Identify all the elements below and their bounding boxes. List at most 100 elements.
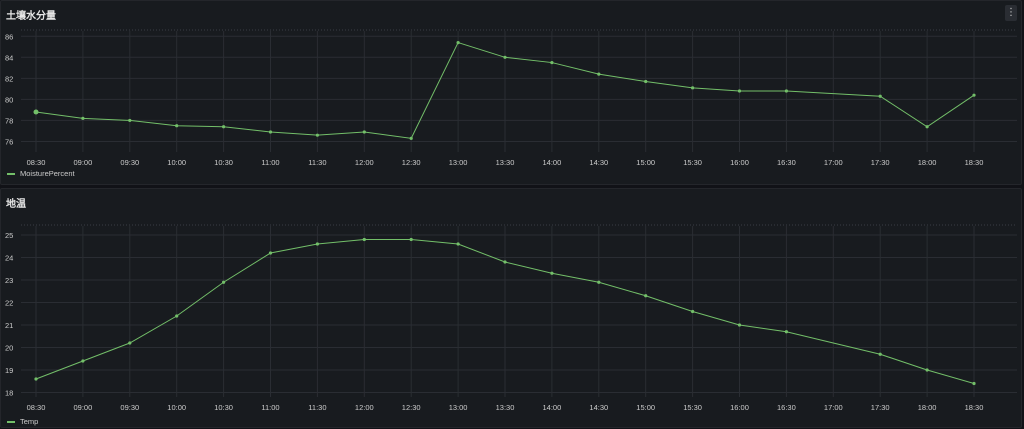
legend-swatch <box>7 172 15 175</box>
data-point[interactable] <box>128 118 132 123</box>
x-tick-label: 11:30 <box>308 158 326 167</box>
data-point[interactable] <box>362 130 366 134</box>
x-tick-label: 17:00 <box>824 403 843 412</box>
x-tick-label: 15:30 <box>683 403 702 412</box>
x-tick-label: 10:00 <box>167 403 186 412</box>
data-point[interactable] <box>972 93 976 97</box>
y-tick-label: 76 <box>5 137 13 146</box>
x-tick-label: 09:00 <box>74 403 93 412</box>
y-tick-label: 20 <box>5 344 13 353</box>
x-tick-label: 14:30 <box>589 158 608 167</box>
data-point[interactable] <box>925 125 929 129</box>
series-line <box>35 41 975 139</box>
data-point[interactable] <box>691 309 695 314</box>
data-point[interactable] <box>550 271 554 275</box>
x-tick-label: 12:00 <box>355 403 374 412</box>
x-tick-label: 13:30 <box>496 158 515 167</box>
data-point[interactable] <box>503 260 507 264</box>
panel-title: 土壤水分量 <box>6 11 56 22</box>
data-point[interactable] <box>550 60 554 65</box>
data-point[interactable] <box>597 72 601 76</box>
moisture-panel: 土壤水分量 ⋮ 76 78 80 82 84 86 08:30 09:00 09:30 10:00… <box>0 0 1022 185</box>
data-point[interactable] <box>737 89 742 93</box>
y-tick-label: 82 <box>5 74 13 83</box>
data-point[interactable] <box>972 381 976 386</box>
data-point[interactable] <box>503 55 507 59</box>
x-tick-label: 16:00 <box>730 403 749 412</box>
x-tick-label: 10:30 <box>214 403 233 412</box>
data-point[interactable] <box>925 368 929 372</box>
legend-label: MoisturePercent <box>20 169 75 178</box>
y-tick-label: 19 <box>5 366 13 375</box>
series-line <box>35 239 975 384</box>
x-tick-label: 14:00 <box>543 403 562 412</box>
x-tick-label: 16:00 <box>730 158 749 167</box>
y-tick-label: 21 <box>5 321 13 330</box>
legend-item-temp[interactable]: Temp <box>7 417 38 426</box>
x-tick-label: 18:00 <box>918 158 937 167</box>
y-tick-label: 23 <box>5 276 13 285</box>
soil-temp-chart[interactable]: 18 19 20 21 22 23 24 25 08:30 09:00 09:30 10:00 10:3… <box>1 189 1023 429</box>
moisture-chart[interactable]: 76 78 80 82 84 86 08:30 09:00 09:30 10:00 10:30 11:… <box>1 1 1023 186</box>
x-tick-label: 09:30 <box>120 158 139 167</box>
legend-label: Temp <box>20 417 39 426</box>
data-point[interactable] <box>81 359 85 363</box>
x-tick-label: 10:30 <box>214 158 233 167</box>
data-point[interactable] <box>268 130 273 134</box>
x-tick-label: 08:30 <box>27 158 46 167</box>
data-point[interactable] <box>128 341 132 345</box>
x-tick-label: 12:00 <box>355 158 374 167</box>
x-tick-label: 11:30 <box>308 403 326 412</box>
y-tick-label: 80 <box>5 95 13 104</box>
x-tick-label: 16:30 <box>777 403 796 412</box>
y-tick-label: 86 <box>5 32 13 41</box>
data-point[interactable] <box>784 89 789 93</box>
data-point[interactable] <box>34 377 38 381</box>
data-point[interactable] <box>409 237 413 242</box>
data-point[interactable] <box>315 133 319 137</box>
data-point[interactable] <box>362 237 366 242</box>
x-tick-label: 18:30 <box>965 158 984 167</box>
x-tick-label: 15:00 <box>636 403 655 412</box>
data-point[interactable] <box>81 116 85 120</box>
x-tick-label: 11:00 <box>261 158 279 167</box>
data-point[interactable] <box>409 136 413 140</box>
y-tick-label: 78 <box>5 116 13 125</box>
data-point[interactable] <box>597 280 601 284</box>
y-tick-label: 24 <box>5 254 13 263</box>
data-point[interactable] <box>644 79 648 84</box>
x-tick-label: 18:30 <box>965 403 984 412</box>
data-point[interactable] <box>33 109 39 115</box>
y-tick-label: 25 <box>5 231 13 240</box>
data-point[interactable] <box>268 251 273 255</box>
y-tick-label: 22 <box>5 299 13 308</box>
data-point[interactable] <box>175 314 179 318</box>
data-point[interactable] <box>175 124 179 128</box>
x-tick-label: 15:30 <box>683 158 702 167</box>
x-tick-label: 13:00 <box>449 403 468 412</box>
data-point[interactable] <box>222 125 226 129</box>
x-tick-label: 12:30 <box>402 158 421 167</box>
soil-temp-panel: 地温 18 19 20 21 22 23 24 25 08:30 09:00 09:30 10:00 1… <box>0 188 1022 428</box>
x-tick-label: 11:00 <box>261 403 279 412</box>
data-point[interactable] <box>784 330 789 334</box>
data-point[interactable] <box>456 242 460 246</box>
legend-item-moisture[interactable]: MoisturePercent <box>7 169 75 178</box>
kebab-menu-icon[interactable]: ⋮ <box>1005 5 1017 21</box>
data-point[interactable] <box>878 352 882 356</box>
data-point[interactable] <box>691 86 695 90</box>
x-tick-label: 14:00 <box>543 158 562 167</box>
panel-title: 地温 <box>6 199 26 210</box>
data-point[interactable] <box>222 280 226 284</box>
y-tick-label: 84 <box>5 53 13 62</box>
x-tick-label: 18:00 <box>918 403 937 412</box>
data-point[interactable] <box>737 323 742 327</box>
y-tick-label: 18 <box>5 389 13 398</box>
data-point[interactable] <box>878 94 882 98</box>
data-point[interactable] <box>456 40 460 45</box>
data-point[interactable] <box>315 242 319 246</box>
x-tick-label: 12:30 <box>402 403 421 412</box>
x-tick-label: 17:30 <box>871 403 890 412</box>
data-point[interactable] <box>644 294 648 298</box>
x-tick-label: 08:30 <box>27 403 46 412</box>
